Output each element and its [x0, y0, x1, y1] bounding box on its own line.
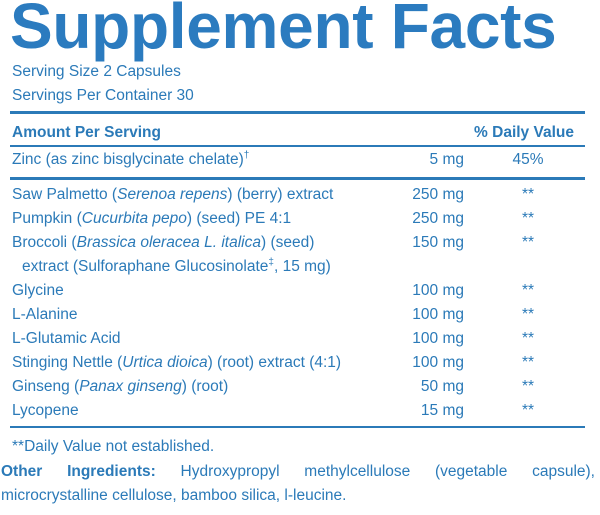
servings-per-container: Servings Per Container 30 [12, 87, 194, 104]
serving-size: Serving Size 2 Capsules [12, 63, 181, 80]
name-segment: Saw Palmetto ( [12, 186, 118, 203]
name-segment: ) (seed) PE 4:1 [186, 210, 292, 227]
name-segment: Urtica dioica [122, 354, 208, 371]
name-segment: extract (Sulforaphane Glucosinolate [22, 258, 269, 275]
ingredient-name: Lycopene [12, 401, 79, 421]
ingredient-name: Glycine [12, 281, 64, 301]
name-segment: Ginseng ( [12, 378, 80, 395]
name-segment: Glycine [12, 282, 64, 299]
daily-value: ** [521, 306, 535, 323]
name-segment: Zinc (as zinc bisglycinate chelate) [12, 151, 244, 168]
daily-value: ** [521, 234, 535, 251]
ingredient-name: Broccoli (Brassica oleracea L. italica) … [12, 233, 314, 253]
daily-value: 45% [512, 151, 544, 168]
daily-value: ** [521, 186, 535, 203]
daily-value: ** [521, 354, 535, 371]
name-segment: Brassica oleracea L. italica [76, 234, 261, 251]
daily-value: ** [521, 402, 535, 419]
other-ingredients: Other Ingredients: Hydroxypropyl methylc… [1, 460, 595, 508]
title: Supplement Facts [10, 0, 557, 62]
amount: 100 mg [412, 306, 464, 323]
name-segment: Cucurbita pepo [81, 210, 187, 227]
divider [10, 145, 585, 147]
amount: 50 mg [420, 378, 464, 395]
daily-value: ** [521, 210, 535, 227]
name-segment: L-Alanine [12, 306, 78, 323]
name-segment: Broccoli ( [12, 234, 77, 251]
name-segment: Pumpkin ( [12, 210, 82, 227]
amount: 15 mg [420, 402, 464, 419]
name-segment: Serenoa repens [117, 186, 228, 203]
name-segment: ) (berry) extract [227, 186, 334, 203]
name-segment: L-Glutamic Acid [12, 330, 121, 347]
ingredient-name: extract (Sulforaphane Glucosinolate‡, 15… [22, 257, 331, 277]
ingredient-name: Saw Palmetto (Serenoa repens) (berry) ex… [12, 185, 333, 205]
other-ingredients-text: Hydroxypropyl methylcellulose (vegetable… [1, 463, 595, 504]
ingredient-name: Ginseng (Panax ginseng) (root) [12, 377, 228, 397]
amount: 150 mg [412, 234, 464, 251]
amount: 100 mg [412, 330, 464, 347]
ingredient-name: Pumpkin (Cucurbita pepo) (seed) PE 4:1 [12, 209, 291, 229]
daily-value: ** [521, 282, 535, 299]
name-segment: Panax ginseng [79, 378, 182, 395]
amount: 250 mg [412, 186, 464, 203]
amount: 100 mg [412, 282, 464, 299]
divider [10, 426, 585, 428]
amount: 100 mg [412, 354, 464, 371]
name-segment: † [243, 150, 250, 161]
name-segment: ‡ [268, 257, 274, 268]
name-segment: , 15 mg) [273, 258, 331, 275]
amount: 250 mg [412, 210, 464, 227]
amount-header: Amount Per Serving [12, 124, 161, 141]
other-ingredients-label: Other Ingredients: [1, 463, 156, 480]
footnote: **Daily Value not established. [12, 438, 215, 455]
name-segment: ) (seed) [260, 234, 315, 251]
ingredient-name: L-Alanine [12, 305, 78, 325]
name-segment: Stinging Nettle ( [12, 354, 123, 371]
daily-value: ** [521, 378, 535, 395]
name-segment: ) (root) extract (4:1) [207, 354, 342, 371]
divider [10, 111, 585, 114]
ingredient-name: Stinging Nettle (Urtica dioica) (root) e… [12, 353, 341, 373]
ingredient-name: L-Glutamic Acid [12, 329, 121, 349]
divider [10, 177, 585, 180]
name-segment: Lycopene [12, 402, 79, 419]
daily-value: ** [521, 330, 535, 347]
name-segment: ) (root) [181, 378, 229, 395]
daily-value-header: % Daily Value [474, 124, 574, 141]
amount: 5 mg [429, 151, 464, 168]
ingredient-name: Zinc (as zinc bisglycinate chelate)† [12, 150, 249, 170]
